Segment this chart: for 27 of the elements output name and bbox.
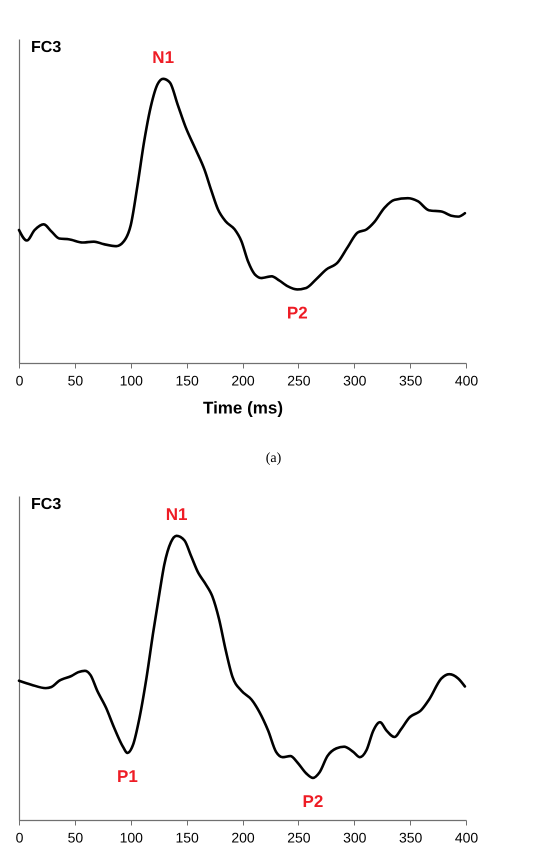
- x-tick-label: 200: [231, 830, 255, 846]
- x-tick-label: 100: [120, 372, 144, 388]
- x-tick-label: 250: [287, 372, 311, 388]
- x-tick-label: 200: [231, 372, 255, 388]
- annotation: P1: [117, 766, 138, 786]
- annotation: P2: [286, 303, 308, 322]
- text: (a): [266, 451, 282, 466]
- annotation: P2: [302, 792, 324, 811]
- chart-title: FC3: [31, 39, 62, 56]
- x-tick-label: 0: [16, 372, 24, 388]
- x-tick-label: 400: [454, 830, 478, 846]
- x-tick-label: 150: [175, 372, 200, 388]
- x-tick-label: 50: [68, 830, 84, 846]
- annotation: N1: [166, 504, 188, 524]
- x-tick-label: 400: [454, 372, 478, 388]
- annotation: N1: [152, 48, 174, 67]
- x-tick-label: 300: [343, 830, 367, 846]
- x-tick-label: 50: [68, 372, 84, 388]
- x-tick-label: 350: [398, 830, 423, 846]
- x-tick-label: 300: [343, 372, 367, 388]
- x-tick-label: 350: [398, 372, 423, 388]
- x-axis-title: Time (ms): [203, 398, 283, 418]
- chart-title: FC3: [31, 496, 62, 513]
- x-tick-label: 100: [120, 830, 144, 846]
- x-tick-label: 250: [287, 830, 311, 846]
- x-tick-label: 150: [175, 830, 200, 846]
- x-tick-label: 0: [16, 830, 24, 846]
